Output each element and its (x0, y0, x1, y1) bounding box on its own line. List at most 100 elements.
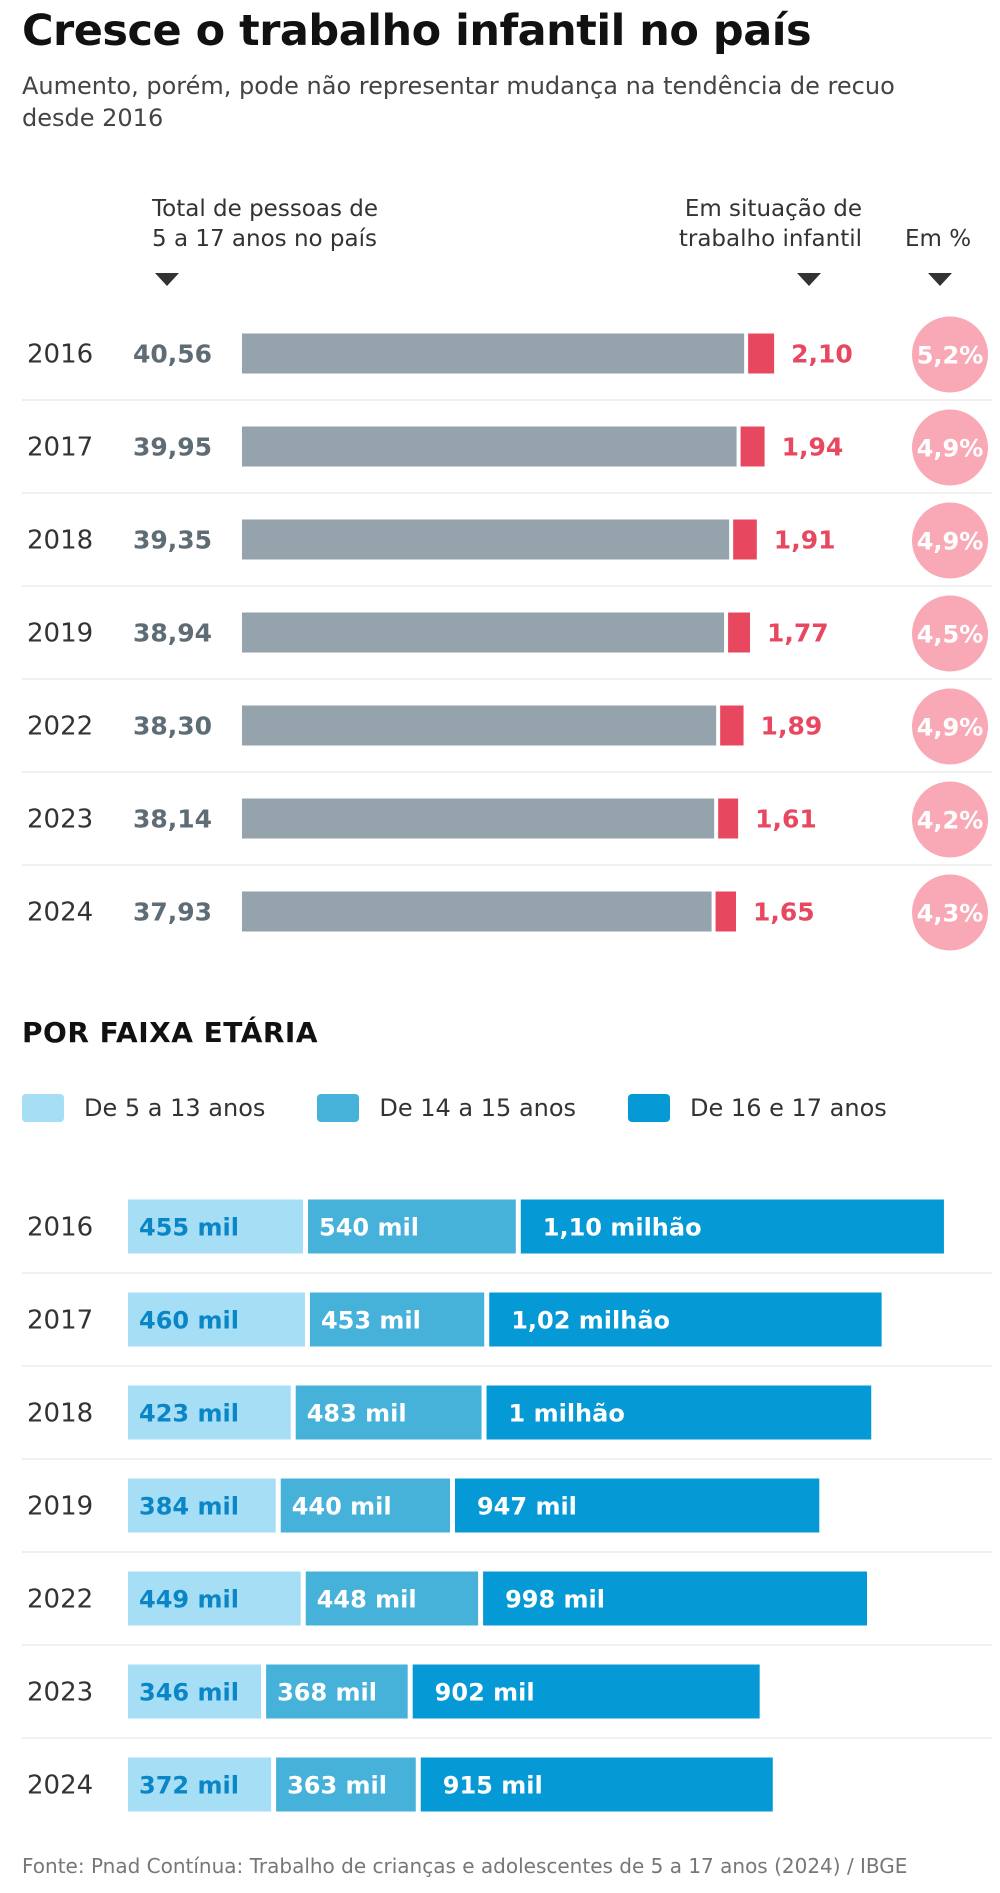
year-label: 2023 (27, 805, 93, 835)
percent-circle (912, 688, 988, 765)
child-labor-bar (720, 705, 744, 746)
year-label: 2023 (27, 1678, 93, 1708)
arrow-down-icon (155, 273, 179, 286)
total-bar (242, 426, 737, 467)
percent-label: 4,9% (917, 528, 984, 556)
header-child-labor-line-1: Em situação de (684, 196, 862, 222)
section-title-age-groups: POR FAIXA ETÁRIA (22, 1016, 319, 1049)
age-16-17-bar-label: 947 mil (477, 1493, 577, 1521)
year-label: 2017 (27, 433, 93, 463)
age-5-13-bar-label: 455 mil (139, 1214, 239, 1242)
total-bar (242, 705, 717, 746)
child-labor-bar (718, 798, 739, 839)
age-5-13-bar (128, 1664, 262, 1719)
percent-circle (912, 409, 988, 486)
age-16-17-bar (454, 1478, 820, 1533)
age-16-17-bar (520, 1199, 944, 1254)
total-bar (242, 798, 715, 839)
age-16-17-bar (483, 1571, 868, 1626)
percent-circle (912, 502, 988, 579)
legend-label-14-15: De 14 a 15 anos (379, 1094, 577, 1122)
child-labor-value-label: 2,10 (791, 340, 853, 369)
child-labor-bar (748, 333, 775, 374)
year-label: 2019 (27, 1492, 93, 1522)
legend-label-5-13: De 5 a 13 anos (84, 1094, 266, 1122)
child-labor-bar (728, 612, 750, 653)
legend-item-5-13: De 5 a 13 anos (22, 1094, 265, 1122)
age-5-13-bar (128, 1385, 291, 1440)
child-labor-value-label: 1,91 (774, 526, 836, 555)
percent-circle (912, 781, 988, 858)
legend-item-14-15: De 14 a 15 anos (317, 1094, 576, 1122)
child-labor-bar (740, 426, 765, 467)
age-16-17-bar (420, 1757, 773, 1812)
percent-circle (912, 316, 988, 393)
percent-label: 4,2% (917, 807, 984, 835)
age-5-13-bar (128, 1757, 272, 1812)
percent-circle (912, 595, 988, 672)
age-5-13-bar-label: 449 mil (139, 1586, 239, 1614)
year-label: 2017 (27, 1306, 93, 1336)
total-vs-child-labor-chart: 2016 40,56 2,10 5,2% 2017 39,95 1,94 4,9% 2018 39… (22, 316, 992, 951)
source-note: Fonte: Pnad Contínua: Trabalho de crianç… (22, 1854, 908, 1878)
header-total-line-2: 5 a 17 anos no país (152, 226, 377, 252)
age-5-13-bar-label: 346 mil (139, 1679, 239, 1707)
header-total-line-1: Total de pessoas de (152, 196, 379, 222)
child-labor-value-label: 1,94 (782, 433, 844, 462)
total-bar (242, 612, 725, 653)
age-14-15-bar (305, 1571, 479, 1626)
age-16-17-bar-label: 998 mil (505, 1586, 605, 1614)
age-16-17-bar-label: 915 mil (443, 1772, 543, 1800)
age-14-15-bar (280, 1478, 450, 1533)
year-label: 2022 (27, 1585, 93, 1615)
legend-swatch-14-15 (317, 1094, 360, 1122)
age-5-13-bar-label: 384 mil (139, 1493, 239, 1521)
age-16-17-bar (412, 1664, 760, 1719)
total-value-label: 38,94 (133, 619, 212, 648)
age-5-13-bar (128, 1292, 305, 1347)
child-labor-value-label: 1,77 (767, 619, 829, 648)
age-14-15-bar (295, 1385, 482, 1440)
child-labor-value-label: 1,89 (761, 712, 823, 741)
legend-swatch-16-17 (628, 1094, 671, 1122)
child-labor-bar (715, 891, 737, 932)
page-title: Cresce o trabalho infantil no país (22, 6, 812, 56)
age-14-15-bar-label: 440 mil (292, 1493, 392, 1521)
year-label: 2019 (27, 619, 93, 649)
legend-item-16-17: De 16 e 17 anos (628, 1094, 887, 1122)
legend: De 5 a 13 anos De 14 a 15 anos De 16 e 1… (22, 1088, 939, 1128)
year-label: 2022 (27, 712, 93, 742)
child-labor-value-label: 1,61 (755, 805, 817, 834)
year-label: 2018 (27, 1399, 93, 1429)
total-value-label: 38,30 (133, 712, 212, 741)
age-5-13-bar (128, 1478, 276, 1533)
age-5-13-bar-label: 372 mil (139, 1772, 239, 1800)
child-labor-value-label: 1,65 (753, 898, 815, 927)
age-5-13-bar (128, 1199, 304, 1254)
age-14-15-bar-label: 540 mil (319, 1214, 419, 1242)
legend-label-16-17: De 16 e 17 anos (690, 1094, 887, 1122)
total-value-label: 38,14 (133, 805, 212, 834)
age-14-15-bar-label: 368 mil (277, 1679, 377, 1707)
age-5-13-bar-label: 460 mil (139, 1307, 239, 1335)
legend-swatch-5-13 (22, 1094, 64, 1122)
header-child-labor: Em situação de trabalho infantil (679, 194, 862, 254)
total-bar (242, 333, 745, 374)
age-16-17-bar-label: 1 milhão (509, 1400, 625, 1428)
age-14-15-bar-label: 448 mil (317, 1586, 417, 1614)
age-14-15-bar-label: 483 mil (307, 1400, 407, 1428)
age-16-17-bar (486, 1385, 872, 1440)
age-5-13-bar-label: 423 mil (139, 1400, 239, 1428)
header-total: Total de pessoas de 5 a 17 anos no país (152, 194, 378, 254)
header-child-labor-line-2: trabalho infantil (678, 226, 862, 252)
year-label: 2018 (27, 526, 93, 556)
total-bar (242, 891, 712, 932)
total-bar (242, 519, 730, 560)
age-14-15-bar (266, 1664, 408, 1719)
arrow-down-icon (928, 273, 952, 286)
percent-label: 4,3% (917, 900, 984, 928)
total-value-label: 40,56 (133, 340, 212, 369)
age-14-15-bar (309, 1292, 485, 1347)
arrow-down-icon (797, 273, 821, 286)
percent-circle (912, 874, 988, 951)
